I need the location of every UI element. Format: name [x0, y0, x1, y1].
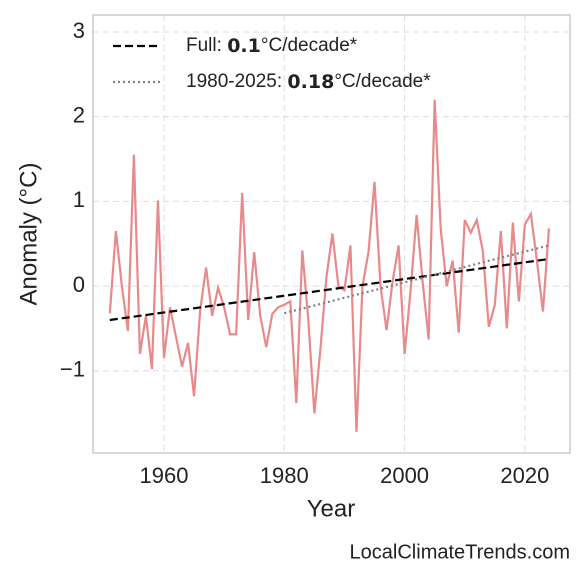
trend-line	[284, 244, 550, 315]
legend-text: °C/decade*	[334, 71, 431, 92]
x-tick-label: 2000	[380, 463, 429, 488]
x-tick-label: 1960	[140, 463, 189, 488]
legend-text: 0.18	[287, 71, 334, 93]
x-axis-label: Year	[307, 495, 356, 522]
y-tick-label: 3	[73, 18, 85, 43]
y-tick-label: 1	[73, 187, 85, 212]
data-line	[108, 99, 551, 432]
y-axis-label: Anomaly (°C)	[15, 163, 42, 306]
y-tick-label: 0	[73, 272, 85, 297]
trend-line	[109, 257, 550, 322]
y-tick-label: −1	[60, 357, 85, 382]
watermark: LocalClimateTrends.com	[350, 541, 570, 563]
legend-text: Full:	[186, 35, 227, 56]
plot-frame	[92, 14, 571, 454]
legend-label: 1980-2025: 0.18°C/decade*	[186, 71, 431, 93]
x-tick-label: 2020	[500, 463, 549, 488]
legend-label: Full: 0.1°C/decade*	[186, 35, 358, 57]
x-tick-label: 1980	[260, 463, 309, 488]
legend-text: 0.1	[227, 35, 261, 57]
legend-text: 1980-2025:	[186, 71, 287, 92]
legend-text: °C/decade*	[261, 35, 358, 56]
y-tick-label: 2	[73, 102, 85, 127]
